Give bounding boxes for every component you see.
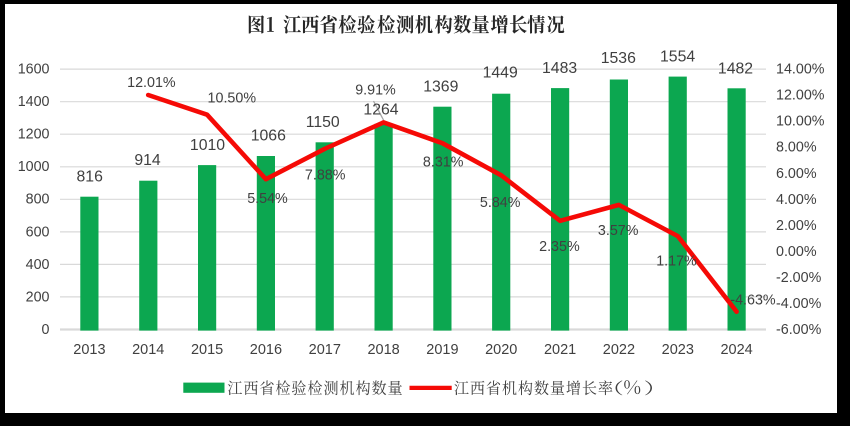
svg-text:1200: 1200	[18, 127, 50, 143]
svg-text:2024: 2024	[720, 342, 752, 358]
svg-text:12.00%: 12.00%	[776, 88, 825, 104]
svg-text:200: 200	[26, 289, 50, 305]
svg-text:-6.00%: -6.00%	[776, 322, 822, 338]
svg-text:10.50%: 10.50%	[208, 91, 257, 107]
svg-text:2023: 2023	[662, 342, 694, 358]
svg-text:-4.63%: -4.63%	[730, 293, 776, 309]
svg-text:12.01%: 12.01%	[127, 75, 176, 91]
svg-text:1600: 1600	[18, 62, 50, 78]
svg-text:2020: 2020	[485, 342, 517, 358]
svg-text:2017: 2017	[309, 342, 341, 358]
svg-text:2013: 2013	[73, 342, 105, 358]
svg-text:2022: 2022	[603, 342, 635, 358]
svg-text:0.00%: 0.00%	[776, 244, 817, 260]
svg-text:1264: 1264	[363, 102, 398, 119]
svg-text:400: 400	[26, 257, 50, 273]
svg-text:6.00%: 6.00%	[776, 166, 817, 182]
svg-text:2015: 2015	[191, 342, 223, 358]
svg-text:1066: 1066	[251, 128, 286, 145]
svg-text:1000: 1000	[18, 159, 50, 175]
svg-text:1.17%: 1.17%	[656, 253, 697, 269]
svg-text:2.35%: 2.35%	[539, 239, 580, 255]
svg-text:1449: 1449	[483, 65, 518, 82]
svg-text:-4.00%: -4.00%	[776, 296, 822, 312]
svg-text:5.54%: 5.54%	[247, 191, 288, 207]
svg-text:1554: 1554	[660, 49, 695, 66]
svg-text:2018: 2018	[367, 342, 399, 358]
svg-text:4.00%: 4.00%	[776, 192, 817, 208]
svg-text:5.84%: 5.84%	[480, 195, 521, 211]
svg-text:8.00%: 8.00%	[776, 140, 817, 156]
svg-text:2.00%: 2.00%	[776, 218, 817, 234]
svg-text:2016: 2016	[250, 342, 282, 358]
svg-text:10.00%: 10.00%	[776, 114, 825, 130]
svg-text:1369: 1369	[423, 78, 458, 95]
svg-text:816: 816	[77, 169, 104, 186]
svg-text:7.88%: 7.88%	[305, 168, 346, 184]
svg-text:800: 800	[26, 192, 50, 208]
svg-text:1536: 1536	[601, 50, 636, 67]
svg-text:1483: 1483	[542, 60, 577, 77]
svg-text:-2.00%: -2.00%	[776, 270, 822, 286]
svg-text:1150: 1150	[306, 114, 340, 131]
svg-text:2019: 2019	[426, 342, 458, 358]
svg-text:600: 600	[26, 224, 50, 240]
svg-text:1010: 1010	[190, 137, 225, 154]
svg-text:914: 914	[134, 152, 161, 169]
svg-text:1400: 1400	[18, 94, 50, 110]
svg-text:1482: 1482	[718, 61, 753, 78]
svg-text:2014: 2014	[132, 342, 164, 358]
svg-text:2021: 2021	[544, 342, 576, 358]
svg-text:8.31%: 8.31%	[423, 155, 464, 171]
svg-text:14.00%: 14.00%	[776, 62, 825, 78]
svg-text:9.91%: 9.91%	[355, 82, 396, 98]
svg-text:3.57%: 3.57%	[598, 223, 639, 239]
svg-text:0: 0	[42, 322, 50, 338]
